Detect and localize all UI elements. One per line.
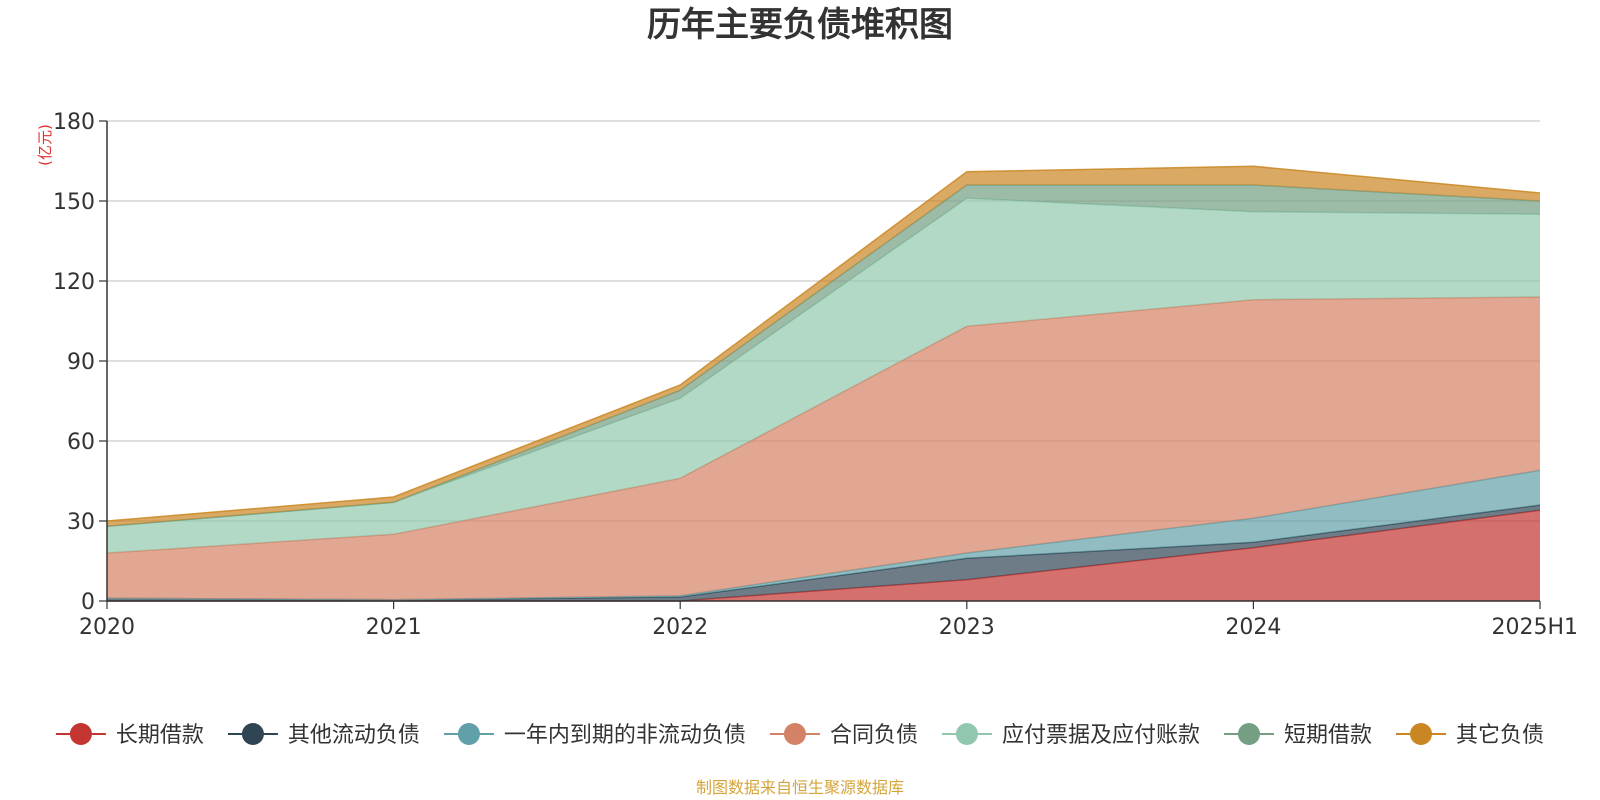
x-tick-label: 2024 [1225, 615, 1281, 640]
legend-item-7[interactable]: 其它负债 [1395, 723, 1544, 748]
y-tick-label: 90 [67, 350, 95, 375]
legend-label: 合同负债 [830, 723, 918, 748]
y-tick-label: 0 [81, 590, 95, 615]
legend-item-4[interactable]: 合同负债 [769, 723, 918, 748]
axes: 0 30 60 90 120 150 180 2020 2021 2022 2023 2024 2025… [53, 110, 1578, 640]
y-tick-label: 60 [67, 430, 95, 455]
y-axis-unit-label: (亿元) [36, 124, 54, 166]
legend[interactable]: 长期借款 其他流动负债 一年内到期的非流动负债 合同负债 应付票据及应付账款 短期借款 其它… [55, 723, 1544, 748]
area-series-2 [107, 505, 1540, 601]
legend-marker-icon [1409, 723, 1432, 745]
area-series-4 [107, 297, 1540, 600]
legend-item-1[interactable]: 长期借款 [55, 723, 204, 748]
y-tick-label: 180 [53, 110, 95, 135]
legend-label: 其它负债 [1456, 723, 1544, 748]
legend-marker-icon [783, 723, 806, 745]
chart-title: 历年主要负债堆积图 [647, 5, 953, 45]
legend-marker-icon [1237, 723, 1260, 745]
legend-marker-icon [457, 723, 480, 745]
legend-item-3[interactable]: 一年内到期的非流动负债 [443, 723, 746, 748]
legend-marker-icon [69, 723, 92, 745]
legend-item-5[interactable]: 应付票据及应付账款 [941, 723, 1200, 748]
y-tick-label: 150 [53, 190, 95, 215]
x-tick-label: 2022 [652, 615, 708, 640]
legend-item-2[interactable]: 其他流动负债 [227, 723, 420, 748]
series-line-7 [106, 165, 1541, 522]
area-series-3 [107, 470, 1540, 600]
legend-item-6[interactable]: 短期借款 [1223, 723, 1372, 748]
legend-marker-icon [241, 723, 264, 745]
x-tick-label: 2021 [366, 615, 422, 640]
y-tick-label: 120 [53, 270, 95, 295]
legend-label: 长期借款 [116, 723, 204, 748]
legend-marker-icon [955, 723, 978, 745]
x-tick-label: 2025H1 [1491, 615, 1578, 640]
legend-label: 应付票据及应付账款 [1002, 723, 1200, 748]
area-series-5 [107, 198, 1540, 554]
x-tick-label: 2023 [939, 615, 995, 640]
area-series-1 [107, 510, 1540, 601]
x-tick-label: 2020 [79, 615, 135, 640]
area-series-group [106, 165, 1541, 602]
y-tick-label: 30 [67, 510, 95, 535]
source-note: 制图数据来自恒生聚源数据库 [696, 778, 904, 797]
legend-label: 短期借款 [1284, 723, 1372, 748]
legend-label: 其他流动负债 [288, 723, 420, 748]
legend-label: 一年内到期的非流动负债 [504, 723, 746, 748]
